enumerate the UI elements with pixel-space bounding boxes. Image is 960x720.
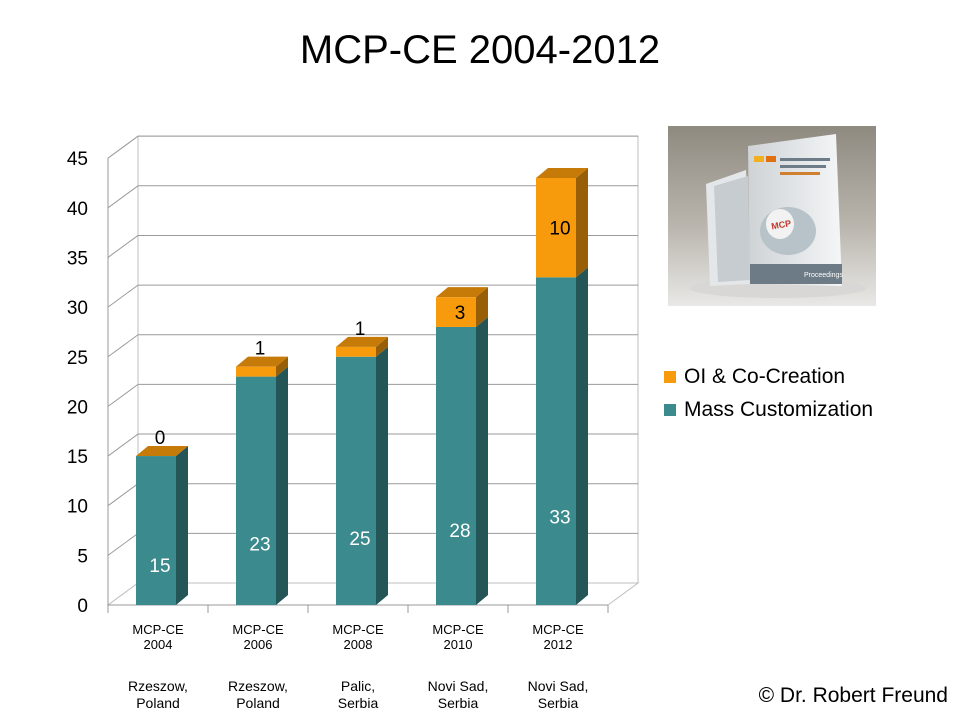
data-label: 10	[549, 219, 570, 240]
bar-top	[136, 446, 188, 457]
chart-side-wall	[107, 135, 139, 606]
bar-segment-front	[436, 297, 476, 327]
data-label: 15	[149, 556, 170, 577]
x-tick-label-line: 2010	[443, 637, 473, 652]
photo-cover-label: Proceedings	[804, 272, 843, 279]
legend-label: Mass Customization	[684, 397, 874, 421]
x-tick-label-line: 2004	[143, 637, 173, 652]
gridline	[107, 235, 139, 258]
y-tick-label: 25	[67, 348, 88, 369]
bar-top	[436, 287, 488, 298]
gridline	[107, 433, 139, 457]
legend-item: OI & Co-Creation	[664, 360, 873, 393]
gridline	[107, 185, 139, 209]
bar-segment-front	[536, 178, 576, 278]
legend-swatch	[664, 370, 676, 383]
bar-top	[536, 168, 588, 179]
gridline	[107, 383, 139, 407]
location-label-line: Serbia	[437, 695, 479, 711]
y-tick-label: 10	[67, 497, 88, 518]
x-tick-label-line: MCP-CE	[332, 622, 384, 637]
y-tick-label: 20	[67, 397, 88, 418]
bar-segment-front	[236, 376, 276, 605]
gridline	[107, 483, 139, 507]
x-tick-label-line: MCP-CE	[532, 622, 584, 637]
bar-segment-front	[336, 356, 376, 605]
chart-title: MCP-CE 2004-2012	[299, 28, 661, 72]
x-tick-label-line: 2008	[343, 637, 373, 652]
data-label: 28	[449, 521, 470, 542]
gridline	[107, 135, 139, 159]
location-label-line: Rzeszow,	[128, 678, 188, 694]
legend-swatch	[664, 403, 676, 416]
bar-top	[336, 336, 388, 347]
location-label: Novi Sad, Serbia	[413, 678, 503, 712]
y-tick-label: 35	[67, 248, 88, 269]
legend-label: OI & Co-Creation	[684, 364, 846, 388]
x-tick-label-line: 2012	[543, 637, 573, 652]
x-tick-label: MCP-CE 2006	[213, 622, 303, 652]
bar-segment-front	[336, 346, 376, 357]
location-label-line: Poland	[236, 695, 280, 711]
x-tick-label: MCP-CE 2012	[513, 622, 603, 652]
bar-segment-side	[276, 356, 288, 377]
bar-segment-front	[436, 326, 476, 605]
y-tick-label: 5	[77, 546, 88, 567]
y-tick-label: 40	[67, 199, 88, 220]
gridline	[107, 532, 139, 556]
location-label-line: Serbia	[537, 695, 579, 711]
bar-top	[236, 356, 288, 367]
bar-segment-side	[276, 366, 288, 605]
gridline	[107, 334, 139, 358]
x-tick-label-line: MCP-CE	[132, 622, 184, 637]
x-tick-label-line: 2006	[243, 637, 273, 652]
location-label: Palic, Serbia	[313, 678, 403, 712]
bar-segment-front	[536, 277, 576, 605]
y-tick-label: 0	[77, 596, 88, 617]
chart-legend: OI & Co-Creation Mass Customization	[664, 360, 873, 426]
bar-segment-side	[476, 316, 488, 605]
bar-segment-side	[376, 346, 388, 605]
location-label-line: Novi Sad,	[527, 678, 589, 694]
legend-item: Mass Customization	[664, 393, 873, 426]
x-tick-label: MCP-CE 2008	[313, 622, 403, 652]
bar-segment-side	[176, 446, 188, 605]
location-label: Novi Sad, Serbia	[513, 678, 603, 712]
bar-segment-front	[136, 456, 176, 605]
bar-segment-side	[576, 168, 588, 278]
data-label: 25	[349, 529, 370, 550]
location-label-line: Rzeszow,	[228, 678, 288, 694]
data-label: 1	[355, 319, 366, 340]
y-tick-label: 45	[67, 149, 88, 170]
x-tick-label-line: MCP-CE	[432, 622, 484, 637]
proceedings-photo: MCP Proceedings	[668, 126, 876, 306]
data-label: 23	[249, 534, 270, 555]
y-tick-label: 15	[67, 447, 88, 468]
location-label: Rzeszow, Poland	[213, 678, 303, 712]
x-tick-label-line: MCP-CE	[232, 622, 284, 637]
bar-segment-side	[576, 267, 588, 605]
photo-logo-text: MCP	[770, 218, 791, 231]
x-tick-label: MCP-CE 2004	[113, 622, 203, 652]
location-label: Rzeszow, Poland	[113, 678, 203, 712]
data-label: 0	[155, 428, 166, 449]
gridline	[107, 284, 139, 308]
bar-segment-side	[476, 287, 488, 327]
bar-segment-side	[376, 336, 388, 357]
location-label-line: Serbia	[337, 695, 379, 711]
location-label-line: Palic,	[340, 678, 376, 694]
data-label: 33	[549, 508, 570, 529]
y-tick-label: 30	[67, 298, 88, 319]
location-label-line: Poland	[136, 695, 180, 711]
copyright-text: © Dr. Robert Freund	[758, 684, 948, 707]
data-label: 1	[255, 339, 266, 360]
data-label: 3	[455, 303, 466, 324]
location-label-line: Novi Sad,	[427, 678, 489, 694]
bar-segment-front	[236, 366, 276, 377]
x-tick-label: MCP-CE 2010	[413, 622, 503, 652]
